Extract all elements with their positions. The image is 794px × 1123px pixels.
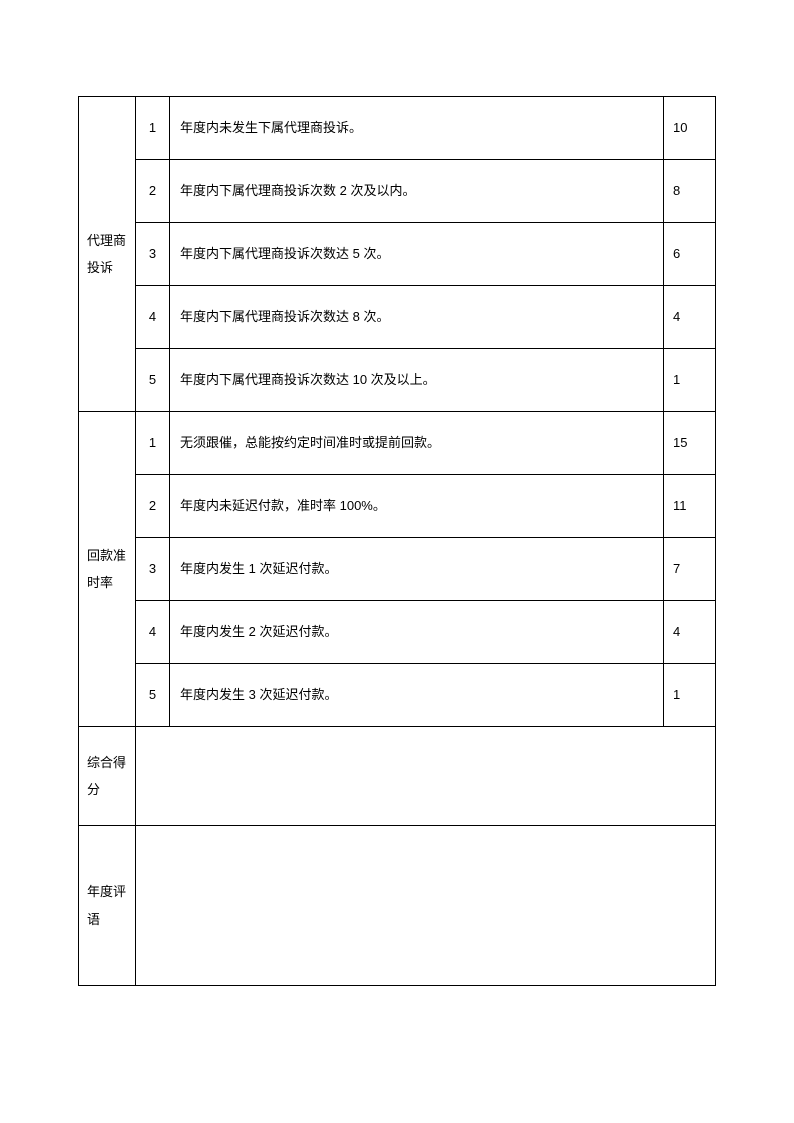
table-row: 回款准时率 1 无须跟催，总能按约定时间准时或提前回款。 15 (79, 412, 716, 475)
table-row: 2 年度内未延迟付款，准时率 100%。 11 (79, 475, 716, 538)
desc-cell: 年度内下属代理商投诉次数达 8 次。 (170, 286, 664, 349)
comment-value-cell (136, 826, 716, 986)
summary-value-cell (136, 727, 716, 826)
table-row: 5 年度内发生 3 次延迟付款。 1 (79, 664, 716, 727)
num-cell: 2 (136, 475, 170, 538)
desc-cell: 年度内发生 1 次延迟付款。 (170, 538, 664, 601)
table-row: 2 年度内下属代理商投诉次数 2 次及以内。 8 (79, 160, 716, 223)
score-cell: 4 (664, 286, 716, 349)
table-row: 3 年度内下属代理商投诉次数达 5 次。 6 (79, 223, 716, 286)
table-row: 3 年度内发生 1 次延迟付款。 7 (79, 538, 716, 601)
num-cell: 5 (136, 664, 170, 727)
score-cell: 8 (664, 160, 716, 223)
score-cell: 1 (664, 664, 716, 727)
score-cell: 4 (664, 601, 716, 664)
score-cell: 1 (664, 349, 716, 412)
document-page: 代理商投诉 1 年度内未发生下属代理商投诉。 10 2 年度内下属代理商投诉次数… (78, 96, 716, 986)
score-cell: 15 (664, 412, 716, 475)
comment-row: 年度评语 (79, 826, 716, 986)
desc-cell: 年度内发生 2 次延迟付款。 (170, 601, 664, 664)
score-cell: 7 (664, 538, 716, 601)
summary-label-cell: 综合得分 (79, 727, 136, 826)
table-body: 代理商投诉 1 年度内未发生下属代理商投诉。 10 2 年度内下属代理商投诉次数… (79, 97, 716, 986)
num-cell: 3 (136, 223, 170, 286)
table-row: 5 年度内下属代理商投诉次数达 10 次及以上。 1 (79, 349, 716, 412)
evaluation-table: 代理商投诉 1 年度内未发生下属代理商投诉。 10 2 年度内下属代理商投诉次数… (78, 96, 716, 986)
desc-cell: 年度内未延迟付款，准时率 100%。 (170, 475, 664, 538)
num-cell: 2 (136, 160, 170, 223)
summary-row: 综合得分 (79, 727, 716, 826)
table-row: 4 年度内下属代理商投诉次数达 8 次。 4 (79, 286, 716, 349)
num-cell: 5 (136, 349, 170, 412)
desc-cell: 年度内未发生下属代理商投诉。 (170, 97, 664, 160)
num-cell: 3 (136, 538, 170, 601)
score-cell: 6 (664, 223, 716, 286)
score-cell: 10 (664, 97, 716, 160)
num-cell: 1 (136, 412, 170, 475)
desc-cell: 年度内下属代理商投诉次数 2 次及以内。 (170, 160, 664, 223)
table-row: 代理商投诉 1 年度内未发生下属代理商投诉。 10 (79, 97, 716, 160)
desc-cell: 年度内下属代理商投诉次数达 5 次。 (170, 223, 664, 286)
num-cell: 4 (136, 286, 170, 349)
category-cell: 代理商投诉 (79, 97, 136, 412)
num-cell: 4 (136, 601, 170, 664)
table-row: 4 年度内发生 2 次延迟付款。 4 (79, 601, 716, 664)
comment-label-cell: 年度评语 (79, 826, 136, 986)
score-cell: 11 (664, 475, 716, 538)
desc-cell: 年度内下属代理商投诉次数达 10 次及以上。 (170, 349, 664, 412)
num-cell: 1 (136, 97, 170, 160)
desc-cell: 年度内发生 3 次延迟付款。 (170, 664, 664, 727)
category-cell: 回款准时率 (79, 412, 136, 727)
desc-cell: 无须跟催，总能按约定时间准时或提前回款。 (170, 412, 664, 475)
